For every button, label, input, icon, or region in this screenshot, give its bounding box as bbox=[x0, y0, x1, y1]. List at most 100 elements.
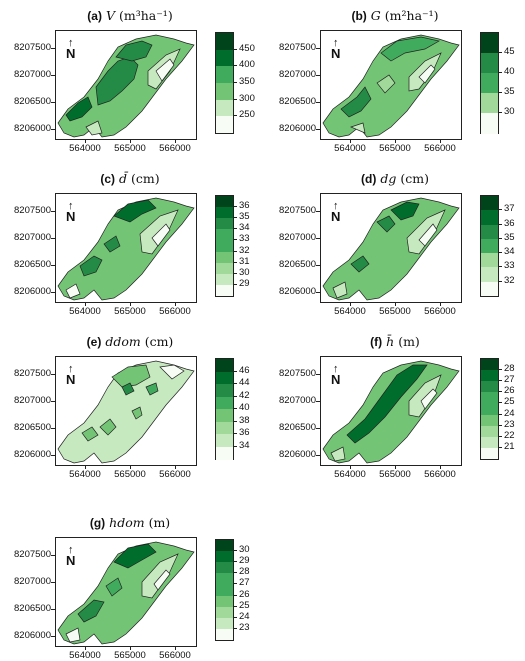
legend-tick-mark bbox=[499, 252, 502, 254]
y-tick-label: 8206000 bbox=[14, 449, 51, 460]
legend-tick-mark bbox=[499, 92, 502, 93]
y-tick-label: 8207500 bbox=[279, 368, 316, 379]
north-arrow-icon: ↑ N bbox=[66, 200, 76, 224]
y-tick-label: 8206000 bbox=[14, 286, 51, 297]
x-tick-label: 566000 bbox=[159, 143, 191, 154]
color-legend bbox=[480, 195, 499, 297]
map-frame: ↑ N bbox=[55, 193, 197, 303]
legend-tick-mark bbox=[499, 209, 502, 211]
legend-tick-mark bbox=[234, 82, 237, 83]
legend-tick-mark bbox=[499, 266, 502, 268]
contour-zone bbox=[121, 382, 135, 396]
y-tick-mark bbox=[316, 428, 320, 429]
y-tick-mark bbox=[316, 238, 320, 239]
x-tick-mark bbox=[130, 302, 131, 306]
x-tick-mark bbox=[130, 139, 131, 143]
x-tick-mark bbox=[85, 646, 86, 650]
contour-map bbox=[322, 34, 460, 138]
legend-swatch bbox=[216, 573, 233, 585]
legend-swatch bbox=[216, 207, 233, 219]
contour-zone bbox=[340, 86, 372, 118]
y-tick-mark bbox=[51, 292, 55, 293]
legend-tick-mark bbox=[499, 435, 502, 437]
legend-tick-label: 31 bbox=[239, 255, 250, 267]
legend-tick-label: 22 bbox=[504, 429, 515, 441]
x-tick-label: 565000 bbox=[114, 143, 146, 154]
legend-tick-mark bbox=[234, 228, 237, 230]
legend-tick-label: 30 bbox=[239, 544, 250, 556]
y-tick-label: 8207500 bbox=[279, 205, 316, 216]
y-tick-label: 8206500 bbox=[14, 603, 51, 614]
legend-tick-mark bbox=[234, 561, 237, 563]
legend-tick-label: 40 bbox=[504, 66, 515, 77]
legend-swatch bbox=[216, 384, 233, 397]
contour-zone bbox=[332, 281, 348, 299]
legend-swatch bbox=[216, 540, 233, 552]
legend-swatch bbox=[216, 551, 233, 563]
legend-tick-mark bbox=[234, 594, 237, 596]
y-tick-label: 8206500 bbox=[14, 96, 51, 107]
legend-swatch bbox=[481, 267, 498, 283]
y-tick-label: 8206500 bbox=[14, 422, 51, 433]
contour-zone bbox=[105, 577, 123, 597]
legend-swatch bbox=[216, 359, 233, 372]
legend-tick-label: 23 bbox=[239, 621, 250, 633]
panel-variable: h̄ bbox=[386, 334, 395, 349]
legend-swatch bbox=[216, 409, 233, 422]
legend-swatch bbox=[216, 421, 233, 435]
x-tick-label: 566000 bbox=[424, 143, 456, 154]
x-tick-mark bbox=[350, 302, 351, 306]
legend-tick-label: 30 bbox=[504, 106, 515, 117]
panel-label: (a) bbox=[87, 9, 102, 23]
legend-tick-label: 30 bbox=[239, 266, 250, 278]
north-label: N bbox=[66, 46, 76, 61]
y-tick-label: 8206500 bbox=[14, 259, 51, 270]
north-label: N bbox=[331, 372, 341, 387]
legend-swatch bbox=[481, 196, 498, 211]
legend-swatch bbox=[481, 281, 498, 297]
legend-tick-label: 450 bbox=[239, 42, 255, 54]
legend-tick-label: 25 bbox=[504, 396, 515, 408]
y-tick-mark bbox=[316, 292, 320, 293]
legend-tick-label: 32 bbox=[504, 274, 515, 286]
legend-tick-label: 33 bbox=[239, 233, 250, 245]
y-tick-label: 8207000 bbox=[14, 69, 51, 80]
legend-tick-label: 44 bbox=[239, 377, 250, 388]
legend-swatch bbox=[216, 49, 233, 67]
legend-swatch bbox=[216, 99, 233, 117]
legend-swatch bbox=[481, 33, 498, 54]
contour-zone bbox=[99, 418, 117, 436]
y-tick-label: 8206500 bbox=[279, 96, 316, 107]
legend-tick-label: 33 bbox=[504, 260, 515, 272]
legend-tick-mark bbox=[234, 283, 237, 285]
north-label: N bbox=[331, 46, 341, 61]
legend-tick-label: 36 bbox=[504, 217, 515, 229]
panel-title: (b) G (m²ha⁻¹) bbox=[340, 8, 450, 23]
x-tick-label: 564000 bbox=[69, 650, 101, 661]
legend-tick-mark bbox=[499, 446, 502, 448]
contour-zone bbox=[103, 235, 121, 253]
contour-zone bbox=[115, 40, 153, 62]
map-frame: ↑ N bbox=[320, 30, 462, 140]
contour-zone bbox=[81, 426, 99, 442]
legend-tick-label: 300 bbox=[239, 92, 255, 104]
x-tick-label: 564000 bbox=[334, 469, 366, 480]
legend-tick-label: 24 bbox=[239, 610, 250, 622]
contour-map bbox=[57, 34, 195, 138]
legend-tick-mark bbox=[234, 605, 237, 607]
panel-title: (a) V (m³ha⁻¹) bbox=[75, 8, 185, 23]
contour-zone bbox=[151, 223, 171, 247]
legend-tick-mark bbox=[499, 380, 502, 382]
contour-zone bbox=[155, 58, 175, 82]
y-tick-label: 8206000 bbox=[14, 630, 51, 641]
legend-swatch bbox=[216, 284, 233, 297]
y-tick-mark bbox=[316, 374, 320, 375]
panel-label: (b) bbox=[351, 9, 367, 23]
legend-tick-label: 28 bbox=[504, 363, 515, 375]
y-tick-label: 8207000 bbox=[14, 395, 51, 406]
panel-variable: dg bbox=[380, 171, 397, 186]
legend-swatch bbox=[216, 240, 233, 253]
legend-tick-label: 35 bbox=[504, 86, 515, 97]
legend-swatch bbox=[481, 238, 498, 254]
legend-tick-label: 21 bbox=[504, 440, 515, 452]
